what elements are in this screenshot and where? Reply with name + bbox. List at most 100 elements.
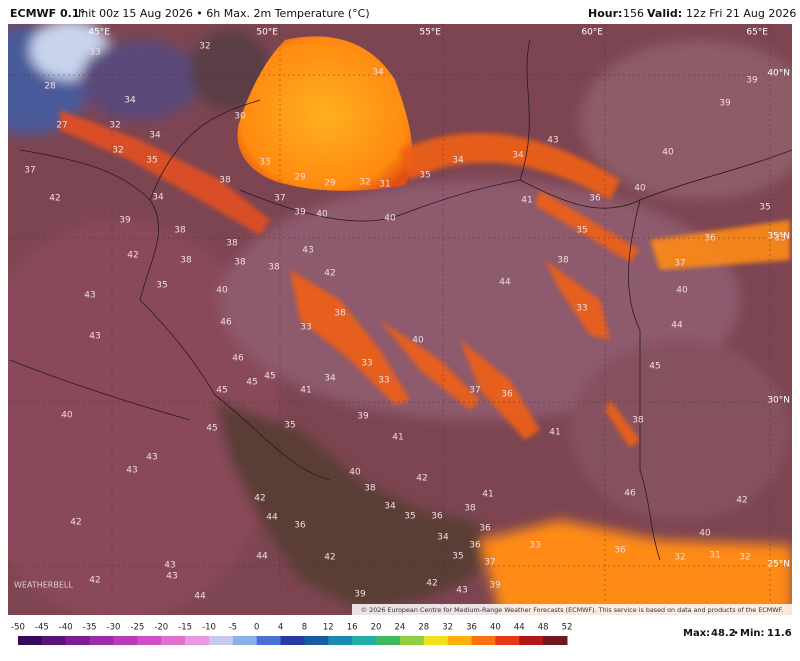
temperature-label: 37 [469,386,480,396]
temperature-label: 34 [152,193,164,203]
valid-label: Valid: [647,7,682,20]
colorbar-segment [208,636,234,645]
copyright: © 2026 European Centre for Medium-Range … [361,606,784,614]
colorbar-tick-label: -25 [130,623,144,633]
min-label: Min: [740,628,765,639]
colorbar-segment [41,636,67,645]
temperature-label: 42 [324,269,335,279]
temperature-label: 31 [379,180,390,190]
temperature-label: 42 [127,251,138,261]
colorbar-segment [280,636,305,645]
temperature-label: 34 [372,68,384,78]
temperature-label: 41 [521,196,532,206]
colorbar-segment [161,636,186,645]
longitude-label: 55°E [419,28,441,38]
temperature-label: 42 [736,496,747,506]
temperature-label: 36 [501,390,513,400]
colorbar-tick-label: -50 [11,623,25,633]
temperature-label: 43 [456,586,467,596]
temperature-label: 46 [232,354,244,364]
temperature-label: 37 [24,166,35,176]
temperature-label: 42 [254,494,265,504]
colorbar-segment [18,636,43,645]
colorbar-segment [447,636,473,645]
temperature-label: 36 [469,541,481,551]
temperature-label: 44 [266,513,278,523]
latitude-label: 35°N [767,232,790,242]
colorbar-segment [376,636,401,645]
temperature-label: 43 [547,136,558,146]
colorbar-tick-label: -40 [59,623,73,633]
temperature-label: 42 [49,194,60,204]
temperature-label: 35 [156,281,167,291]
temperature-label: 33 [576,304,587,314]
temperature-label: 41 [300,386,311,396]
temperature-label: 41 [549,428,560,438]
temperature-label: 45 [206,424,217,434]
temperature-label: 38 [464,504,476,514]
temperature-label: 39 [294,208,306,218]
graticule [8,24,792,615]
logo: WEATHERBELL [14,581,73,590]
colorbar-tick-label: 40 [490,623,501,633]
colorbar-tick-label: -45 [35,623,49,633]
temperature-label: 35 [284,421,295,431]
temperature-label: 42 [416,474,427,484]
colorbar-tick-label: -15 [178,623,192,633]
temperature-label: 34 [324,374,336,384]
temperature-label: 37 [674,259,685,269]
colorbar-tick-label: 32 [442,623,453,633]
temperature-label: 38 [180,256,192,266]
temperature-label: 35 [774,234,785,244]
colorbar-segment [471,636,496,645]
temperature-label: 34 [437,533,449,543]
temperature-label: 43 [89,332,100,342]
temperature-label: 38 [174,226,186,236]
colorbar-tick-label: 52 [562,623,573,633]
longitude-label: 50°E [256,28,278,38]
temperature-label: 43 [302,246,313,256]
temperature-label: 28 [44,82,56,92]
temperature-label: 35 [419,171,430,181]
temperature-label: 44 [194,592,206,602]
colorbar-tick-label: 12 [323,623,334,633]
temperature-label: 27 [56,121,67,131]
hour-label: Hour: [588,7,622,20]
temperature-label: 45 [264,372,275,382]
temperature-label: 38 [632,416,644,426]
temperature-label: 40 [384,214,396,224]
temperature-label: 34 [149,131,161,141]
temperature-label: 44 [499,278,511,288]
colorbar-tick-label: -20 [154,623,168,633]
colorbar-segment [89,636,114,645]
temperature-labels: 45°E 50°E 55°E 60°E 65°E 40°N 35°N 30°N 25°N 32 33… [24,28,790,602]
temperature-label: 35 [452,552,463,562]
map-area: 45°E 50°E 55°E 60°E 65°E 40°N 35°N 30°N 25°N 32 33… [8,24,792,615]
temperature-label: 39 [354,590,366,600]
temperature-label: 42 [70,518,81,528]
temperature-label: 39 [357,412,369,422]
temperature-label: 34 [124,96,136,106]
colorbar-tick-label: -5 [229,623,237,633]
colorbar-segment [495,636,520,645]
colorbar-segment [232,636,258,645]
temperature-label: 29 [324,179,336,189]
colorbar-segment [65,636,91,645]
temperature-label: 40 [61,411,73,421]
temperature-label: 38 [226,239,238,249]
model-name: ECMWF 0.1° [10,7,85,20]
temperature-label: 32 [359,178,370,188]
temperature-label: 46 [624,489,636,499]
temperature-label: 36 [294,521,306,531]
colorbar-tick-label: 4 [278,623,283,633]
temperature-label: 31 [709,551,720,561]
temperature-label: 33 [300,323,311,333]
temperature-label: 45 [246,378,257,388]
temperature-label: 36 [614,546,626,556]
longitude-label: 45°E [88,28,110,38]
hour-value: 156 [623,7,644,20]
temperature-label: 30 [234,112,246,122]
temperature-label: 40 [412,336,424,346]
temperature-label: 33 [259,158,270,168]
